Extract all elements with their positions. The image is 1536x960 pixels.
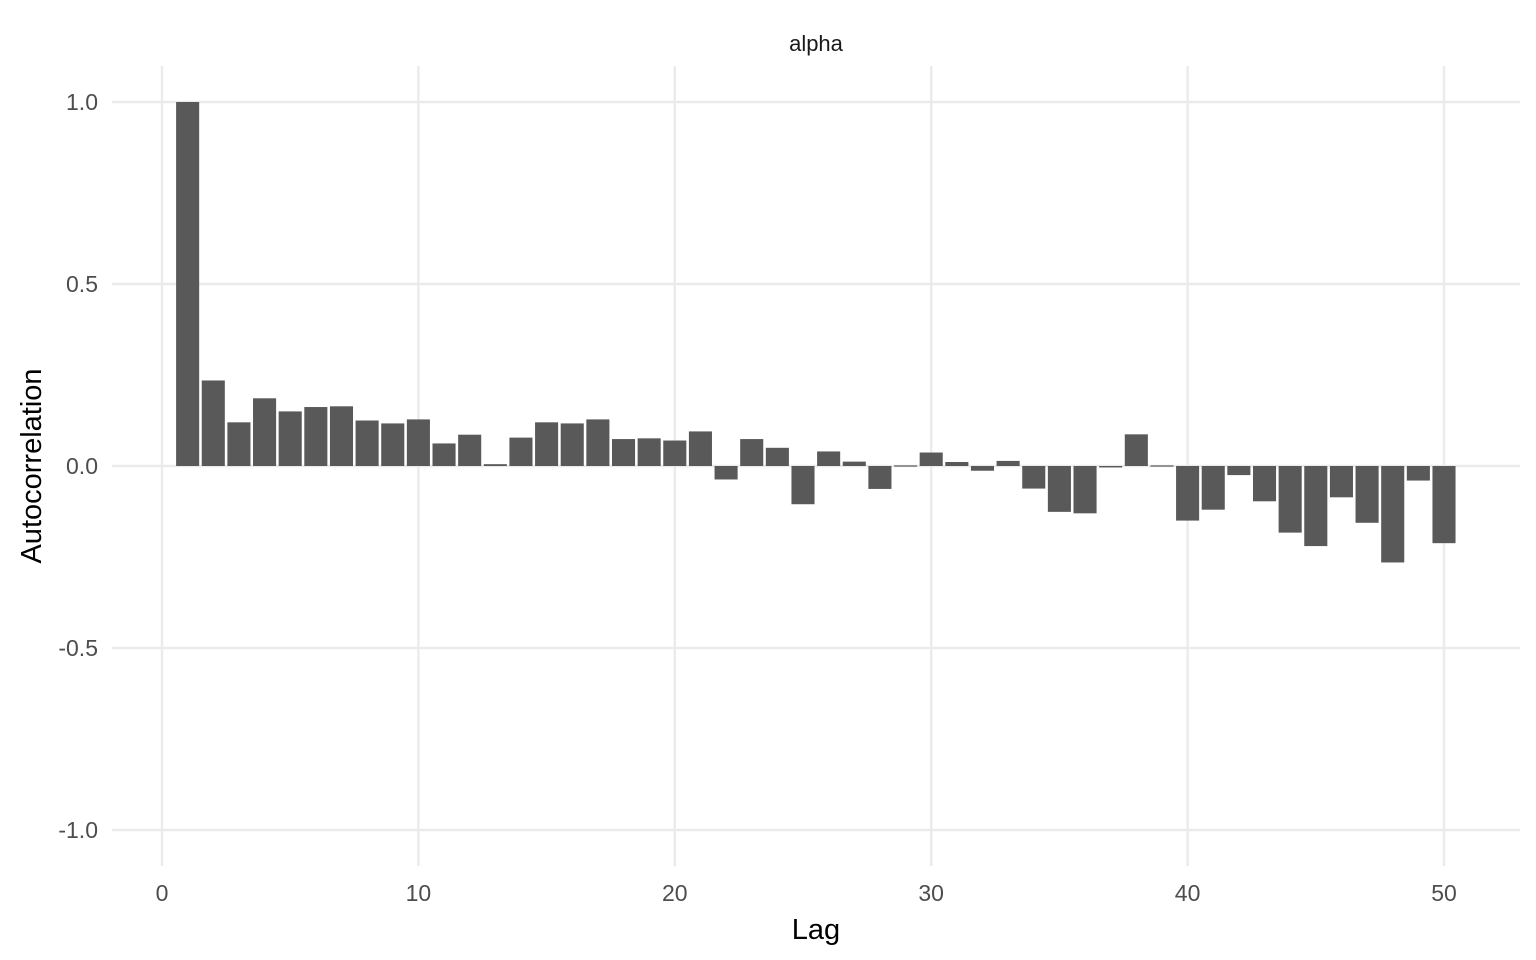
y-tick-label: -1.0 xyxy=(58,817,98,843)
bar-lag-10 xyxy=(406,419,430,466)
bar-lag-46 xyxy=(1329,466,1353,498)
bar-lag-25 xyxy=(791,466,815,505)
y-tick-label: -0.5 xyxy=(58,635,98,661)
bar-lag-9 xyxy=(381,423,405,466)
x-tick-label: 40 xyxy=(1175,880,1201,906)
bar-lag-14 xyxy=(509,437,533,466)
bar-lag-21 xyxy=(688,431,712,466)
bar-lag-18 xyxy=(611,439,636,466)
bar-lag-43 xyxy=(1252,466,1277,502)
bar-lag-7 xyxy=(329,406,354,466)
y-tick-label: 0.5 xyxy=(66,271,98,297)
bar-lag-19 xyxy=(637,438,661,466)
bar-lag-50 xyxy=(1432,466,1456,544)
bar-lag-2 xyxy=(201,380,225,466)
bar-lag-28 xyxy=(868,466,892,489)
x-tick-label: 20 xyxy=(662,880,688,906)
x-tick-label: 30 xyxy=(918,880,944,906)
bar-lag-6 xyxy=(304,407,328,466)
bar-lag-16 xyxy=(560,423,584,466)
bar-lag-36 xyxy=(1073,466,1097,514)
facet-title: alpha xyxy=(789,31,844,56)
y-axis-title: Autocorrelation xyxy=(16,368,48,563)
bar-lag-32 xyxy=(970,466,995,471)
bar-lag-1 xyxy=(176,102,200,466)
bar-lag-33 xyxy=(996,460,1020,466)
bar-lag-11 xyxy=(432,443,456,466)
bar-lag-49 xyxy=(1406,466,1430,481)
bar-lag-8 xyxy=(355,420,379,466)
bar-lag-42 xyxy=(1227,466,1251,476)
bar-lag-47 xyxy=(1355,466,1379,523)
bar-lag-5 xyxy=(278,411,302,466)
bar-lag-22 xyxy=(714,466,738,480)
bar-lag-30 xyxy=(919,452,943,466)
bar-lag-12 xyxy=(458,434,482,466)
bars xyxy=(176,102,1456,563)
y-tick-label: 1.0 xyxy=(66,89,98,115)
bar-lag-24 xyxy=(765,447,789,466)
bar-lag-37 xyxy=(1099,466,1123,468)
bar-lag-20 xyxy=(663,440,687,466)
bar-lag-13 xyxy=(483,464,507,466)
x-axis-title: Lag xyxy=(792,914,840,946)
bar-lag-31 xyxy=(945,461,969,466)
bar-lag-17 xyxy=(586,419,610,466)
x-tick-label: 50 xyxy=(1431,880,1457,906)
y-tick-label: 0.0 xyxy=(66,453,98,479)
bar-lag-35 xyxy=(1047,466,1071,512)
x-tick-label: 10 xyxy=(406,880,432,906)
bar-lag-29 xyxy=(894,465,918,467)
bar-lag-4 xyxy=(253,398,277,466)
bar-lag-15 xyxy=(535,422,559,466)
bar-lag-38 xyxy=(1124,434,1148,466)
bar-lag-34 xyxy=(1022,466,1046,489)
bar-lag-41 xyxy=(1201,466,1225,510)
bar-lag-44 xyxy=(1278,466,1302,533)
bar-lag-3 xyxy=(227,422,251,466)
bar-lag-39 xyxy=(1150,465,1174,467)
bar-lag-26 xyxy=(817,451,841,466)
x-tick-label: 0 xyxy=(156,880,169,906)
bar-lag-27 xyxy=(842,461,866,466)
tick-labels: 0 10 20 30 40 50 1.0 0.5 0.0 -0.5 -1.0 xyxy=(58,89,1456,906)
bar-lag-48 xyxy=(1381,466,1405,563)
bar-lag-23 xyxy=(740,439,764,466)
bar-lag-40 xyxy=(1176,466,1200,521)
bar-lag-45 xyxy=(1304,466,1328,547)
